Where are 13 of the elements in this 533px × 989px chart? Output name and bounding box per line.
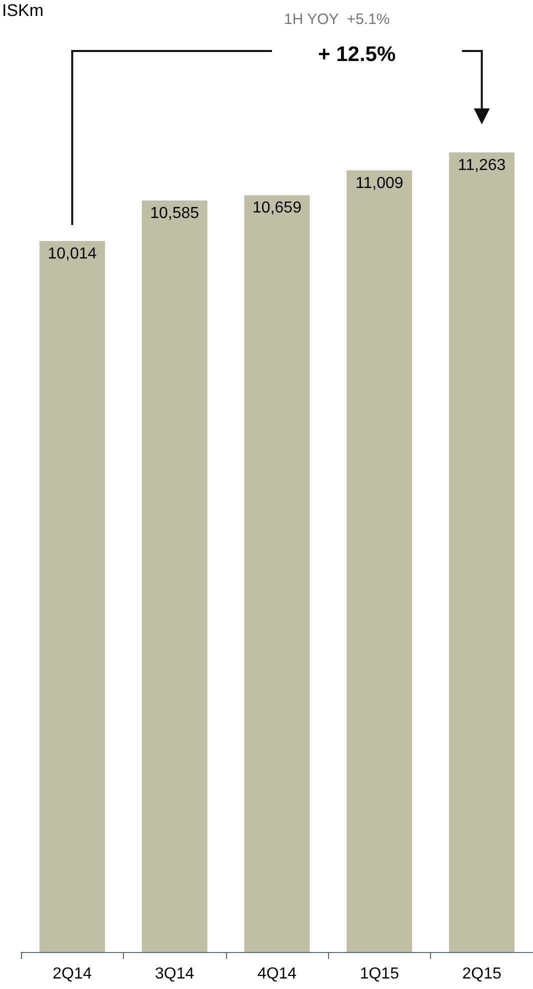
x-tick-label: 3Q14 <box>155 966 194 982</box>
data-label: 10,659 <box>252 200 302 217</box>
text: + 12.5% <box>318 43 396 66</box>
x-tick-label: 2Q14 <box>52 966 92 982</box>
data-label: 11,009 <box>356 174 404 192</box>
x-tick-label: 2Q15 <box>462 966 502 982</box>
data-label: 11,263 <box>458 156 506 174</box>
data-label: 10,014 <box>48 246 97 263</box>
data-label: 10,585 <box>150 204 200 222</box>
chart-title: ISKm <box>2 1 44 20</box>
x-tick-label: 4Q14 <box>257 966 297 982</box>
x-tick-label: 1Q15 <box>360 966 400 982</box>
text: 1H YOY +5.1% <box>284 11 390 28</box>
